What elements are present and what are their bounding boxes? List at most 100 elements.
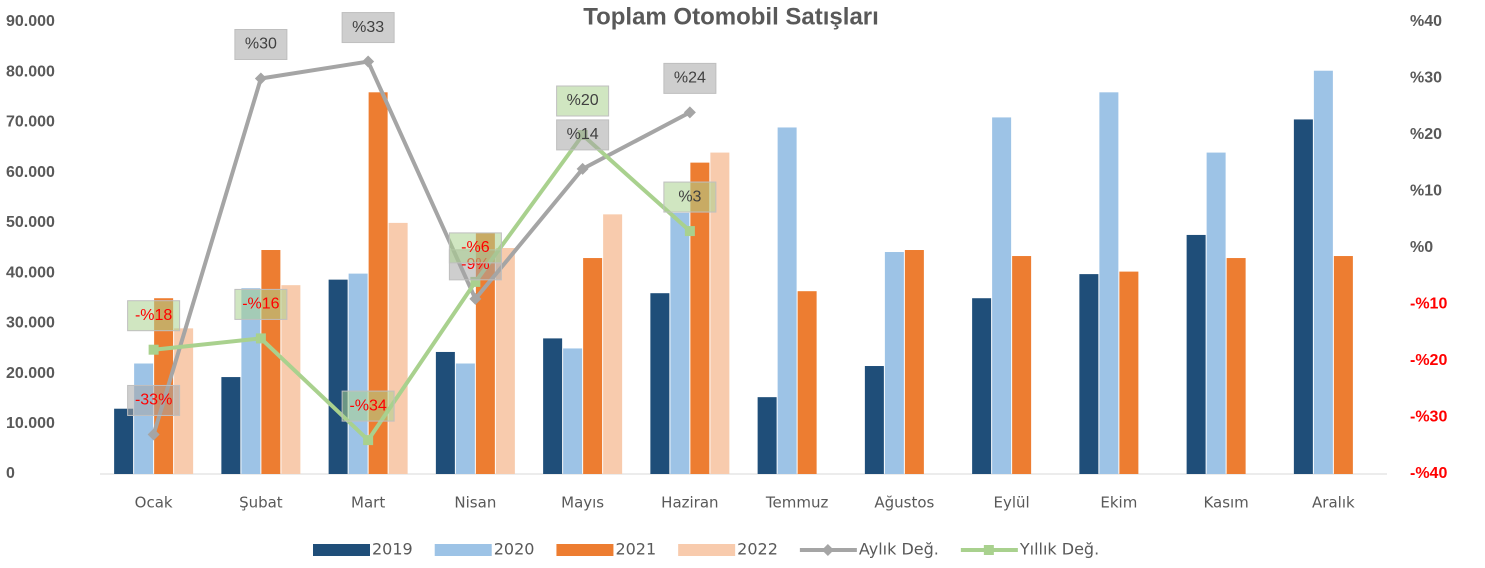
bar (1119, 271, 1139, 474)
bar (1333, 256, 1353, 474)
bar (221, 377, 241, 474)
bar (583, 258, 603, 474)
bar (455, 363, 475, 474)
legend-swatch (556, 544, 614, 556)
bar (670, 212, 690, 474)
bar (1099, 92, 1119, 475)
label-box (234, 288, 288, 320)
legend-label: 2022 (737, 540, 778, 559)
bar (690, 162, 710, 474)
y2-tick-label: %10 (1410, 183, 1442, 200)
label-box (663, 62, 717, 94)
marker (683, 106, 696, 119)
chart-title: Toplam Otomobil Satışları (583, 3, 879, 30)
x-tick-label: Ağustos (874, 494, 934, 512)
label-box (127, 300, 181, 332)
y-tick-label: 70.000 (6, 114, 55, 131)
y2-tick-label: -%10 (1410, 296, 1447, 313)
y-tick-label: 90.000 (6, 13, 55, 30)
label-box (127, 384, 181, 416)
y2-tick-label: -%40 (1410, 465, 1447, 482)
label-box (234, 29, 288, 60)
marker (254, 72, 267, 85)
bar (261, 250, 281, 474)
marker (684, 226, 695, 237)
y2-tick-label: %30 (1410, 70, 1442, 87)
bar (797, 291, 817, 474)
x-tick-label: Haziran (661, 494, 718, 512)
bar (1186, 234, 1206, 474)
bar (972, 298, 992, 474)
bar (1226, 258, 1246, 474)
bar (134, 363, 154, 474)
bar (1313, 70, 1333, 475)
marker (255, 333, 266, 344)
bar (884, 252, 904, 474)
data-label: %33 (352, 19, 384, 36)
legend-marker (821, 544, 834, 556)
bar (174, 328, 194, 474)
legend-label: Aylık Değ. (859, 540, 939, 559)
bar (777, 127, 797, 474)
x-tick-label: Şubat (239, 494, 283, 512)
label-box (448, 232, 502, 264)
marker (147, 428, 160, 441)
marker (469, 292, 482, 305)
label-box (556, 119, 610, 151)
marker (148, 344, 159, 355)
bar (650, 293, 670, 474)
bar (603, 214, 623, 474)
data-label: %20 (567, 92, 599, 109)
y-tick-label: 10.000 (6, 415, 55, 432)
legend-label: 2019 (372, 540, 413, 559)
bar (1079, 274, 1099, 474)
x-tick-label: Temmuz (765, 494, 829, 512)
bar (563, 348, 583, 474)
label-box (556, 85, 610, 117)
bar (992, 117, 1012, 474)
label-box (341, 390, 395, 422)
legend-marker (983, 545, 994, 555)
y-tick-label: 0 (6, 465, 15, 482)
x-tick-label: Ekim (1100, 494, 1137, 512)
label-box (663, 181, 717, 213)
x-tick-label: Eylül (994, 494, 1030, 512)
legend-label: Yıllık Değ. (1019, 540, 1099, 559)
y2-tick-label: -%20 (1410, 352, 1447, 369)
legend-label: 2021 (615, 540, 656, 559)
bar (1012, 256, 1032, 474)
y-tick-label: 40.000 (6, 264, 55, 281)
bar (495, 248, 515, 474)
data-label: %24 (674, 70, 706, 87)
bar (543, 338, 563, 474)
line (151, 59, 691, 436)
bar (368, 92, 388, 475)
x-tick-label: Ocak (135, 494, 173, 512)
data-label: -%34 (349, 397, 386, 414)
marker (470, 276, 481, 287)
bar (435, 351, 455, 474)
y-tick-label: 60.000 (6, 164, 55, 181)
marker (363, 435, 374, 446)
bar (241, 288, 261, 474)
x-tick-label: Aralık (1312, 494, 1355, 512)
marker (576, 162, 589, 175)
y2-tick-label: -%30 (1410, 409, 1447, 426)
line (153, 133, 692, 443)
y2-tick-label: %0 (1410, 239, 1433, 256)
x-tick-label: Mart (351, 494, 385, 512)
legend-swatch (313, 544, 370, 556)
data-label: -%6 (461, 239, 490, 256)
data-label: -%18 (135, 307, 172, 324)
x-tick-label: Kasım (1203, 494, 1248, 512)
legend-swatch (678, 544, 736, 556)
data-label: -%16 (242, 296, 279, 313)
data-label: %30 (245, 36, 277, 53)
bar (1293, 119, 1313, 474)
data-label: %3 (678, 188, 701, 205)
y-tick-label: 80.000 (6, 63, 55, 80)
x-tick-label: Mayıs (561, 494, 604, 512)
legend-label: 2020 (494, 540, 535, 559)
